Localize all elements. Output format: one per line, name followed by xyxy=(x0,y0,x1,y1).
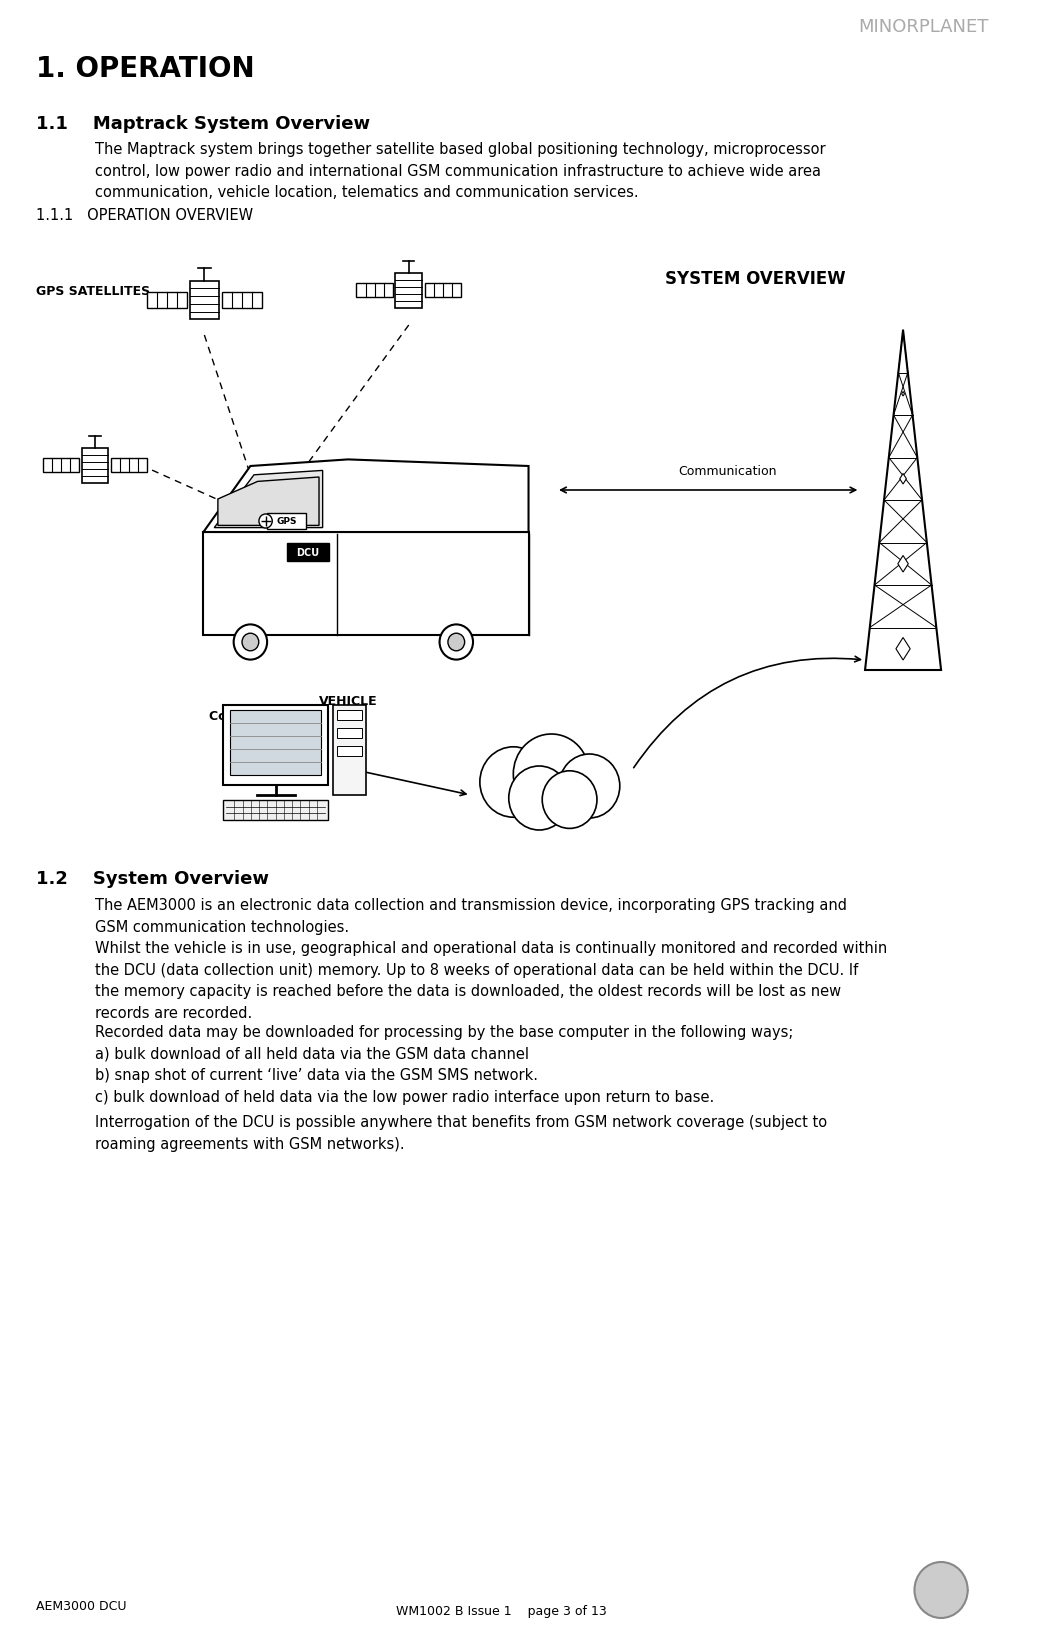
Bar xyxy=(337,727,362,739)
Circle shape xyxy=(258,514,272,529)
Text: Communication: Communication xyxy=(678,465,776,478)
Circle shape xyxy=(542,771,597,828)
Bar xyxy=(396,272,422,308)
Text: The Maptrack system brings together satellite based global positioning technolog: The Maptrack system brings together sate… xyxy=(95,142,826,200)
Bar xyxy=(287,543,329,561)
Bar xyxy=(230,709,322,774)
Polygon shape xyxy=(902,392,904,395)
Polygon shape xyxy=(898,555,908,573)
Bar xyxy=(337,709,362,721)
Text: GPS: GPS xyxy=(276,516,296,526)
Text: 1.1.1   OPERATION OVERVIEW: 1.1.1 OPERATION OVERVIEW xyxy=(36,208,253,223)
Bar xyxy=(224,704,328,784)
Bar xyxy=(224,800,328,820)
Polygon shape xyxy=(896,638,910,661)
Bar xyxy=(332,704,366,796)
Bar xyxy=(190,281,219,319)
Circle shape xyxy=(509,766,570,830)
Bar xyxy=(43,457,79,472)
Polygon shape xyxy=(204,532,529,636)
Bar xyxy=(147,293,187,308)
Bar xyxy=(81,447,109,483)
Text: 1. OPERATION: 1. OPERATION xyxy=(36,55,254,83)
Text: Recorded data may be downloaded for processing by the base computer in the follo: Recorded data may be downloaded for proc… xyxy=(95,1025,793,1105)
Text: AEM3000 DCU: AEM3000 DCU xyxy=(36,1599,127,1612)
Circle shape xyxy=(233,625,267,659)
Text: WM1002 B Issue 1    page 3 of 13: WM1002 B Issue 1 page 3 of 13 xyxy=(396,1604,607,1617)
Circle shape xyxy=(915,1562,967,1617)
Bar xyxy=(111,457,148,472)
Text: SYSTEM OVERVIEW: SYSTEM OVERVIEW xyxy=(666,270,846,288)
Polygon shape xyxy=(900,473,906,483)
Bar xyxy=(337,747,362,757)
Polygon shape xyxy=(218,477,319,526)
Text: MINORPLANET: MINORPLANET xyxy=(858,18,989,36)
Circle shape xyxy=(440,625,473,659)
Text: 1.1    Maptrack System Overview: 1.1 Maptrack System Overview xyxy=(36,116,370,133)
Circle shape xyxy=(242,633,258,651)
Text: Interrogation of the DCU is possible anywhere that benefits from GSM network cov: Interrogation of the DCU is possible any… xyxy=(95,1114,827,1152)
Circle shape xyxy=(448,633,464,651)
Text: Control Centre: Control Centre xyxy=(209,709,311,722)
Circle shape xyxy=(559,753,619,818)
Bar xyxy=(425,283,461,298)
Circle shape xyxy=(480,747,546,817)
Bar xyxy=(357,283,392,298)
Text: DCU: DCU xyxy=(296,548,320,558)
Polygon shape xyxy=(204,459,529,532)
Circle shape xyxy=(514,734,590,814)
Text: VEHICLE: VEHICLE xyxy=(319,695,378,708)
Text: The AEM3000 is an electronic data collection and transmission device, incorporat: The AEM3000 is an electronic data collec… xyxy=(95,898,887,1022)
Polygon shape xyxy=(214,470,323,527)
Text: GPS SATELLITES: GPS SATELLITES xyxy=(36,285,150,298)
Polygon shape xyxy=(865,330,941,670)
Text: 1.2    System Overview: 1.2 System Overview xyxy=(36,870,269,888)
Bar xyxy=(223,293,262,308)
Bar xyxy=(268,513,306,529)
